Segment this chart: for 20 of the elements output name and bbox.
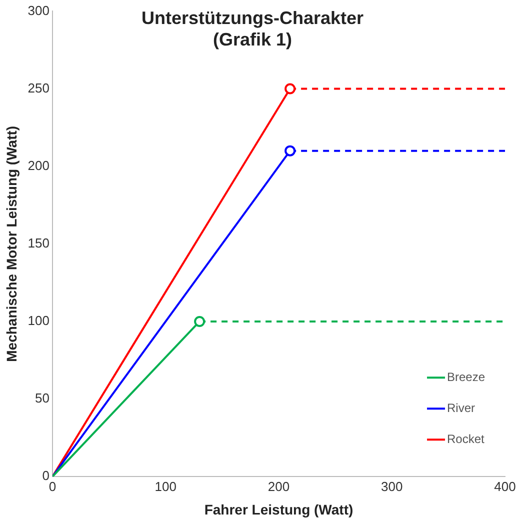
y-tick-label: 0 <box>42 468 50 484</box>
point <box>194 316 206 327</box>
legend-label: Breeze <box>447 370 486 384</box>
x-axis-title: Fahrer Leistung (Watt) <box>204 501 354 518</box>
point <box>284 83 296 94</box>
x-tick-label: 200 <box>268 478 290 494</box>
y-tick-label: 200 <box>28 158 50 173</box>
y-axis-title: Mechanische Motor Leistung (Watt) <box>3 126 20 362</box>
y-tick-label: 300 <box>28 2 50 18</box>
y-tick-label: 50 <box>35 390 50 406</box>
x-tick-label: 100 <box>154 478 176 494</box>
point <box>284 145 296 156</box>
x-tick-label: 400 <box>494 478 516 494</box>
legend-label: Rocket <box>447 432 486 446</box>
legend-label: River <box>447 400 476 415</box>
y-tick-label: 100 <box>28 313 50 328</box>
y-tick-label: 250 <box>28 80 50 96</box>
text: Unterstützungs-Charakter (Grafik 1) <box>141 8 364 50</box>
y-tick-label: 150 <box>28 235 50 250</box>
x-tick-label: 300 <box>381 478 403 494</box>
